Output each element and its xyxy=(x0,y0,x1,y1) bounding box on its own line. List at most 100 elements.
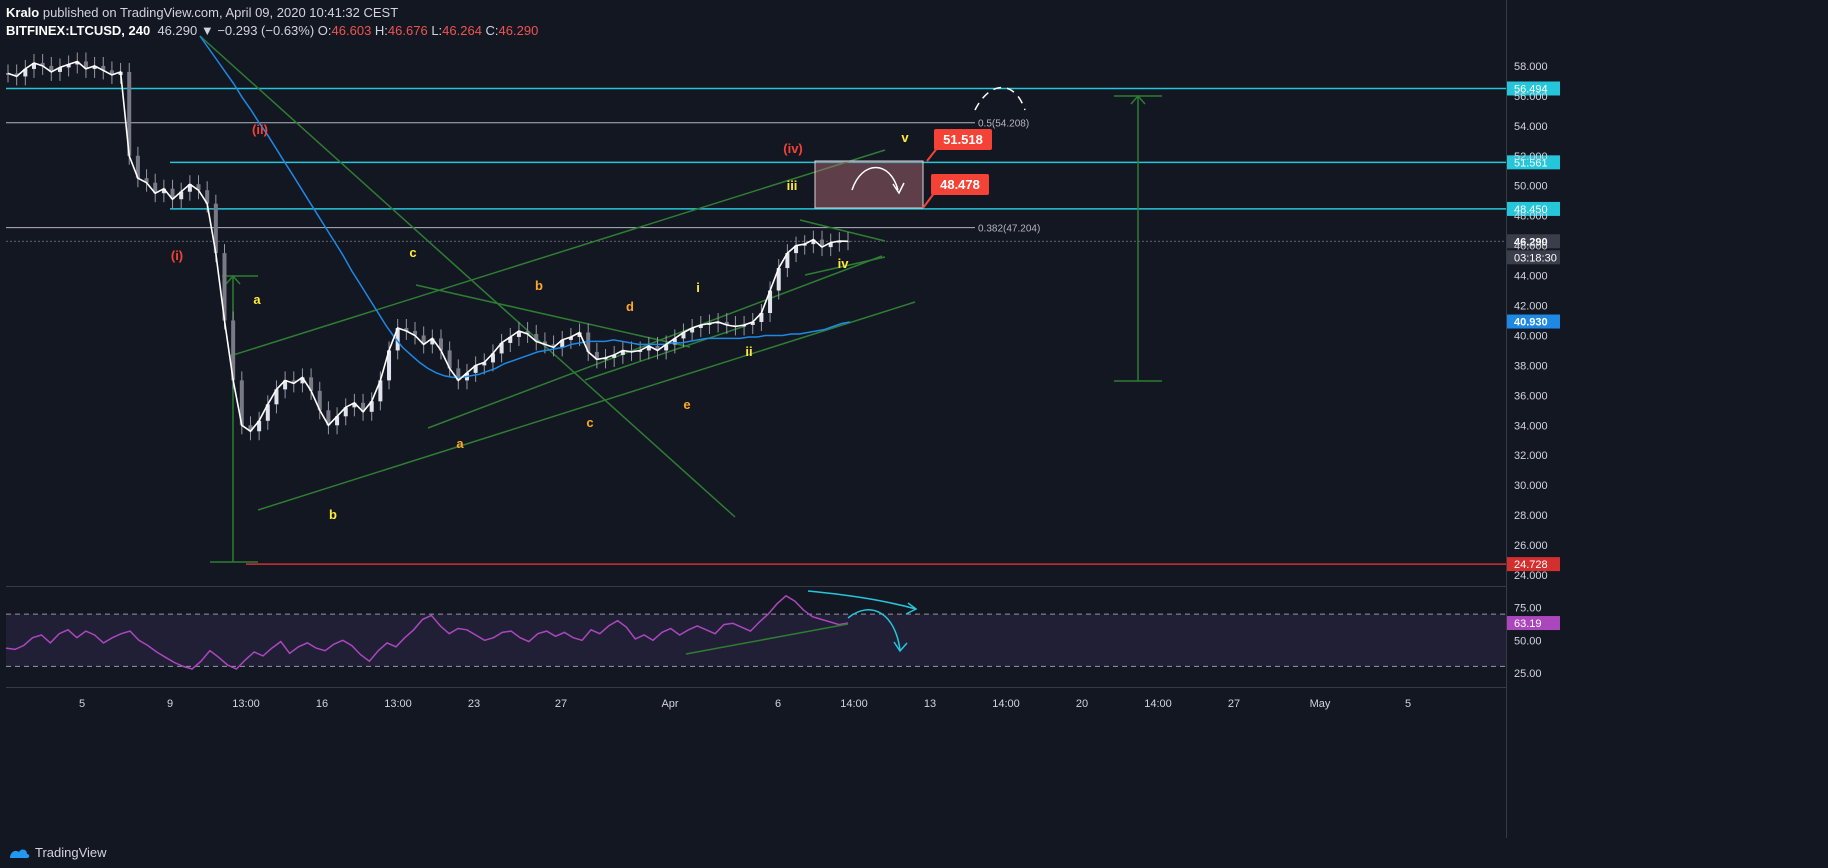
projection-arc xyxy=(974,86,1026,111)
publisher-name[interactable]: Kralo xyxy=(6,5,40,20)
rsi-trendline xyxy=(685,623,849,655)
candle-body xyxy=(222,253,227,321)
rsi-tick-label: 25.00 xyxy=(1514,668,1542,680)
wave-label: (iv) xyxy=(783,141,803,156)
horizontal-levels[interactable]: 56.494 0.5(54.208) 51.561 48.450 0.382(47.20… xyxy=(6,81,1560,572)
time-tick-label: 14:00 xyxy=(1144,698,1172,710)
candle-body xyxy=(508,336,513,343)
time-axis-divider xyxy=(6,687,1506,688)
price-axis-divider xyxy=(1506,0,1507,838)
close-value: 46.290 xyxy=(498,23,539,38)
candle-body xyxy=(239,380,244,426)
time-tick-label: 13:00 xyxy=(232,698,260,710)
wave-label: (i) xyxy=(171,248,183,263)
candle-body xyxy=(828,242,833,248)
candle-body xyxy=(369,401,374,412)
candle-body xyxy=(681,332,686,339)
candle-body xyxy=(421,335,426,345)
candle-body xyxy=(352,402,357,408)
candle-body xyxy=(161,188,166,194)
candle-body xyxy=(231,320,236,381)
low-label: L: xyxy=(431,23,443,38)
low-value: 46.264 xyxy=(442,23,482,38)
open-label: O: xyxy=(317,23,332,38)
candle-body xyxy=(438,338,443,351)
candle-body xyxy=(265,404,270,421)
resistance-51-561-tag-label: 51.561 xyxy=(1514,157,1548,169)
change-text: ▼ −0.293 (−0.63%) xyxy=(200,23,315,38)
candle-body xyxy=(300,377,305,384)
candle-body xyxy=(516,330,521,337)
rsi-tick-label: 75.00 xyxy=(1514,603,1542,615)
candle-body xyxy=(534,333,539,342)
last-price-countdown-tag xyxy=(1507,250,1560,265)
time-tick-label: 16 xyxy=(316,698,328,710)
rsi-projection-arrow-head xyxy=(893,641,908,653)
last-price-tag xyxy=(1507,234,1560,249)
wave-label: e xyxy=(683,397,690,412)
footer: TradingView xyxy=(0,838,1828,868)
candle-body xyxy=(568,336,573,340)
candle-body xyxy=(785,253,790,269)
ma-value-tag-label: 40.930 xyxy=(1514,317,1548,329)
axes: 58.000 56.000 54.000 52.000 50.000 48.000 46.0… xyxy=(79,61,1548,710)
candle-body xyxy=(724,321,729,325)
price-tick-label: 26.000 xyxy=(1514,540,1548,552)
candle-body xyxy=(57,67,62,72)
pane-divider xyxy=(6,586,1506,587)
chart-canvas[interactable]: 56.494 0.5(54.208) 51.561 48.450 0.382(47.20… xyxy=(0,0,1828,838)
candle-body xyxy=(794,245,799,254)
trendline xyxy=(799,219,886,242)
rsi-projection-arrow xyxy=(847,609,901,651)
tradingview-brand[interactable]: TradingView xyxy=(8,845,107,860)
candle-body xyxy=(811,239,816,245)
candle-body xyxy=(499,342,504,354)
trendlines[interactable] xyxy=(199,35,1162,563)
ma-series-line xyxy=(199,35,851,379)
target-zone-arrow xyxy=(851,166,899,191)
rsi-pane: 63.19 xyxy=(5,590,1560,670)
wave-label: a xyxy=(456,436,464,451)
time-tick-label: 13 xyxy=(924,698,936,710)
high-value: 46.676 xyxy=(387,23,428,38)
target-zone-arrow-head xyxy=(892,182,905,195)
candle-body xyxy=(690,327,695,333)
candle-body xyxy=(490,353,495,363)
price-tick-label: 52.000 xyxy=(1514,151,1548,163)
support-48-450-tag xyxy=(1507,201,1560,216)
candle-body xyxy=(646,345,651,351)
wave-label: iii xyxy=(787,178,798,193)
price-tick-label: 36.000 xyxy=(1514,390,1548,402)
close-label: C: xyxy=(485,23,499,38)
candle-body xyxy=(551,344,556,348)
publish-info: Kralo published on TradingView.com, Apri… xyxy=(6,5,398,20)
price-tick-label: 38.000 xyxy=(1514,360,1548,372)
candle-body xyxy=(664,344,669,351)
candle-body xyxy=(620,350,625,355)
ma-value-tag xyxy=(1507,314,1560,329)
candle-body xyxy=(542,341,547,345)
price-tick-label: 34.000 xyxy=(1514,420,1548,432)
trendline xyxy=(804,256,886,276)
wave-label: ii xyxy=(745,344,752,359)
price-tick-label: 28.000 xyxy=(1514,510,1548,522)
chart-frame xyxy=(6,0,1507,838)
candle-body xyxy=(187,184,192,192)
symbol-name[interactable]: BITFINEX:LTCUSD, 240 xyxy=(6,23,151,38)
price-tick-label: 50.000 xyxy=(1514,181,1548,193)
price-tick-label: 54.000 xyxy=(1514,121,1548,133)
time-tick-label: 27 xyxy=(555,698,567,710)
candle-body xyxy=(83,61,88,69)
target-48-478-box xyxy=(931,174,989,195)
trendline xyxy=(427,255,883,429)
candle-body xyxy=(127,71,132,156)
time-tick-label: 14:00 xyxy=(840,698,868,710)
time-tick-label: 23 xyxy=(468,698,480,710)
candle-body xyxy=(698,324,703,328)
candle-body xyxy=(257,420,262,432)
support-48-450-tag-label: 48.450 xyxy=(1514,204,1548,216)
candle-body xyxy=(413,330,418,336)
fib-0-382-label: 0.382(47.204) xyxy=(978,224,1040,235)
candle-body xyxy=(326,410,331,426)
candle-body xyxy=(335,416,340,426)
